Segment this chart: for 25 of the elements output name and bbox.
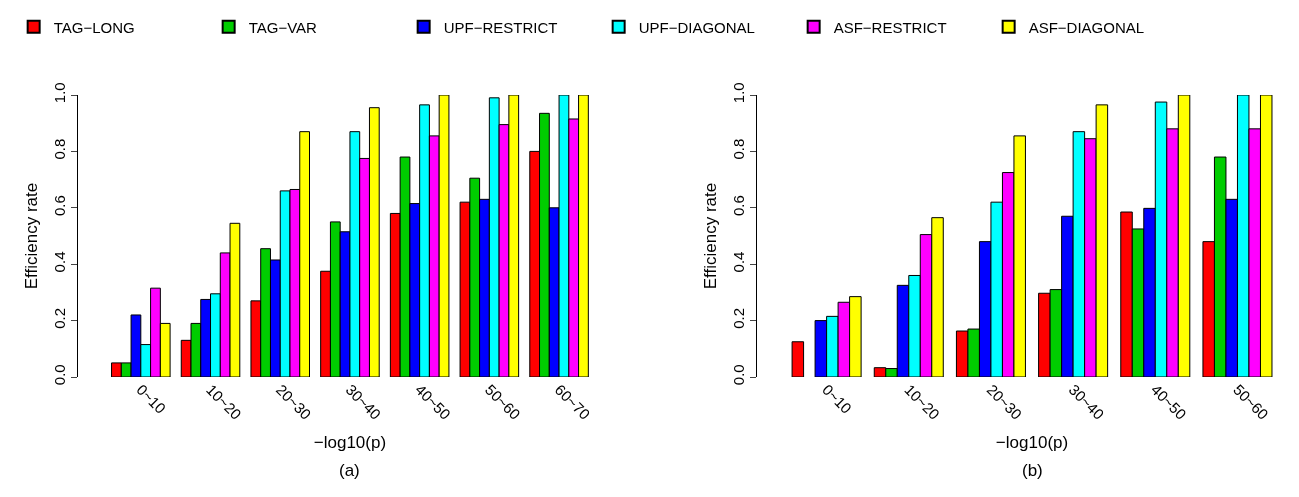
legend-label: ASF−RESTRICT bbox=[833, 18, 947, 36]
y-tick-label: 0.6 bbox=[51, 195, 69, 216]
legend-label: TAG−VAR bbox=[248, 18, 318, 36]
x-axis-title: −log10(p) bbox=[995, 433, 1069, 453]
y-tick-label: 0.8 bbox=[51, 138, 69, 160]
y-axis-title: Efficiency rate bbox=[21, 182, 41, 290]
y-tick-label: 1.0 bbox=[730, 82, 748, 104]
y-tick-label: 0.2 bbox=[730, 307, 748, 329]
text: (b) bbox=[1022, 461, 1043, 480]
y-tick-label: 0.4 bbox=[730, 251, 748, 273]
y-axis-title: Efficiency rate bbox=[700, 182, 720, 290]
legend-label: UPF−RESTRICT bbox=[443, 18, 558, 36]
y-tick-label: 0.0 bbox=[51, 364, 69, 386]
legend-label: TAG−LONG bbox=[53, 18, 135, 36]
legend-label: ASF−DIAGONAL bbox=[1028, 18, 1145, 36]
bar bbox=[791, 341, 805, 377]
y-tick-label: 0.0 bbox=[730, 364, 748, 386]
y-tick-label: 1.0 bbox=[51, 82, 69, 104]
y-tick-label: 0.6 bbox=[730, 195, 748, 216]
text: (a) bbox=[339, 461, 360, 480]
x-axis-title: −log10(p) bbox=[313, 433, 387, 453]
legend-label: UPF−DIAGONAL bbox=[638, 18, 755, 36]
y-tick-label: 0.4 bbox=[51, 251, 69, 273]
y-tick-label: 0.2 bbox=[51, 307, 69, 329]
y-tick-label: 0.8 bbox=[730, 138, 748, 160]
